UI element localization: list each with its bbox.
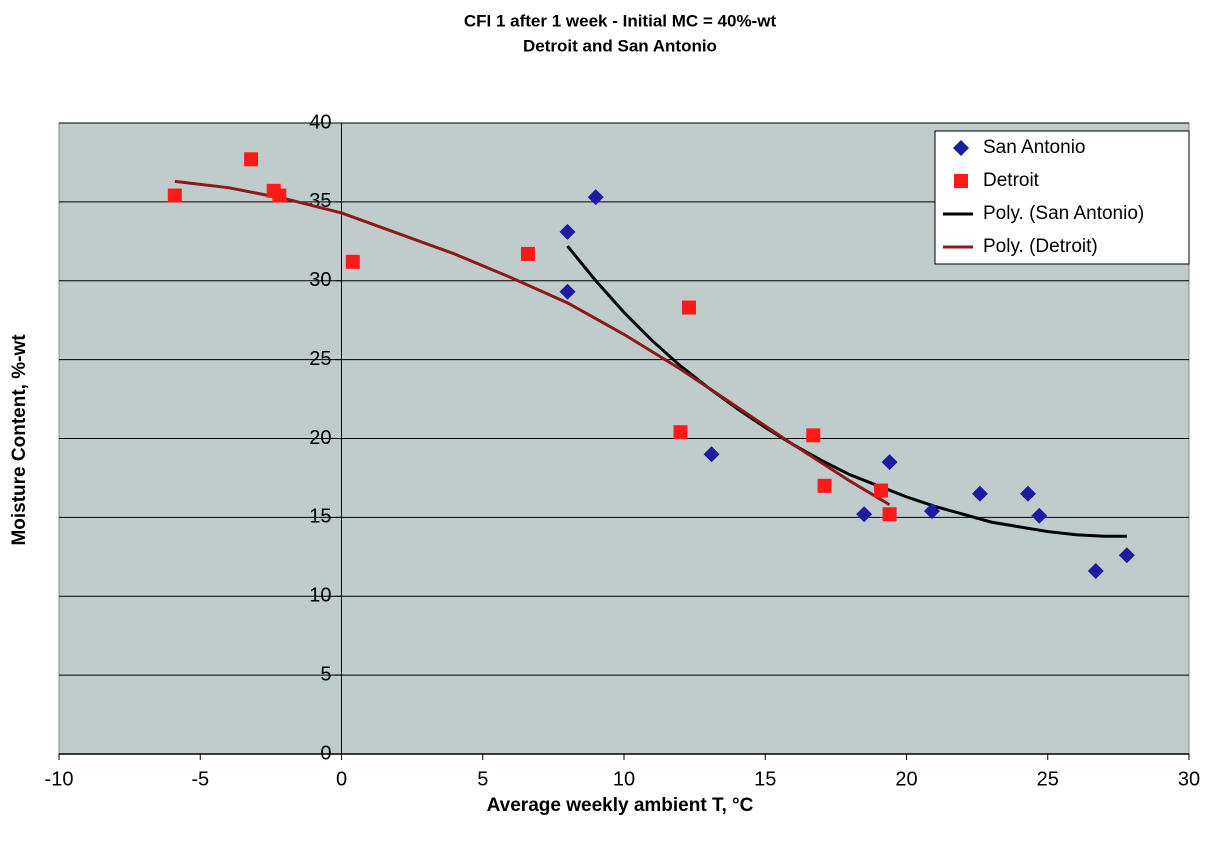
square-marker xyxy=(244,152,259,167)
legend-box xyxy=(934,130,1190,265)
trend-line xyxy=(174,179,891,507)
legend-label: Poly. (Detroit) xyxy=(983,236,1098,257)
legend-label: San Antonio xyxy=(983,137,1085,158)
y-axis-label: Moisture Content, %-wt xyxy=(9,334,30,546)
square-marker xyxy=(806,428,821,443)
x-axis-label: Average weekly ambient T, °C xyxy=(487,795,754,816)
legend-label: Detroit xyxy=(983,170,1040,191)
x-tick-label: 20 xyxy=(895,768,917,790)
diamond-marker xyxy=(1019,485,1036,502)
diamond-marker xyxy=(881,454,898,471)
chart-subtitle: Detroit and San Antonio xyxy=(523,36,717,55)
square-marker xyxy=(874,483,889,498)
chart-title: CFI 1 after 1 week - Initial MC = 40%-wt xyxy=(464,11,777,30)
y-tick-label: 30 xyxy=(309,269,331,291)
y-tick-label: 10 xyxy=(309,585,331,607)
square-marker xyxy=(954,174,968,188)
y-tick-label: 25 xyxy=(309,348,331,370)
diamond-marker xyxy=(703,446,720,463)
square-marker xyxy=(817,478,832,493)
y-tick-label: 5 xyxy=(320,663,331,685)
x-tick-label: -5 xyxy=(191,768,209,790)
trend-line xyxy=(566,245,1127,538)
square-marker xyxy=(673,425,688,440)
legend-label: Poly. (San Antonio) xyxy=(983,203,1144,224)
x-tick-label: 30 xyxy=(1178,768,1200,790)
y-tick-label: 15 xyxy=(309,506,331,528)
x-tick-label: -10 xyxy=(45,768,74,790)
x-tick-label: 0 xyxy=(336,768,347,790)
diamond-marker xyxy=(923,503,940,520)
x-tick-label: 25 xyxy=(1037,768,1059,790)
diamond-marker xyxy=(856,506,873,523)
diamond-marker xyxy=(559,283,576,300)
y-tick-label: 40 xyxy=(309,111,331,133)
square-marker xyxy=(272,188,287,203)
diamond-marker xyxy=(1031,507,1048,524)
square-marker xyxy=(167,188,182,203)
square-marker xyxy=(681,300,696,315)
x-tick-label: 10 xyxy=(613,768,635,790)
diamond-marker xyxy=(1087,563,1104,580)
diamond-marker xyxy=(1118,547,1135,564)
square-marker xyxy=(520,246,535,261)
diamond-marker xyxy=(587,189,604,206)
x-tick-label: 5 xyxy=(477,768,488,790)
diamond-marker xyxy=(559,223,576,240)
x-tick-label: 15 xyxy=(754,768,776,790)
square-marker xyxy=(882,507,897,522)
square-marker xyxy=(345,254,360,269)
diamond-marker xyxy=(971,485,988,502)
y-tick-label: 20 xyxy=(309,427,331,449)
diamond-marker xyxy=(953,140,969,156)
